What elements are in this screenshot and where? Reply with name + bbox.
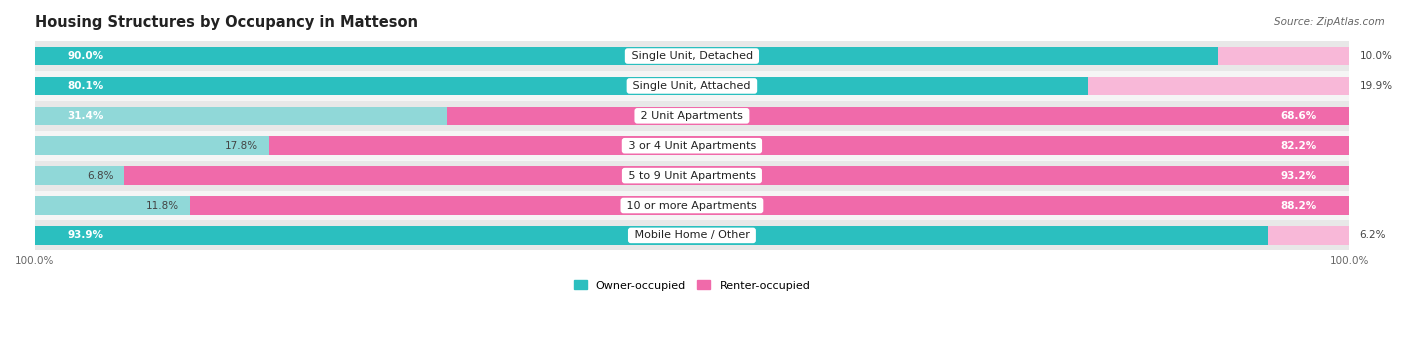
Text: Mobile Home / Other: Mobile Home / Other xyxy=(631,231,754,240)
Bar xyxy=(1088,77,1350,95)
Legend: Owner-occupied, Renter-occupied: Owner-occupied, Renter-occupied xyxy=(569,276,814,295)
Bar xyxy=(35,101,1350,131)
Bar xyxy=(1268,226,1350,244)
Text: 10 or more Apartments: 10 or more Apartments xyxy=(623,201,761,210)
Bar xyxy=(35,107,447,125)
Bar xyxy=(1218,47,1350,65)
Text: 80.1%: 80.1% xyxy=(67,81,104,91)
Bar xyxy=(35,131,1350,161)
Text: 90.0%: 90.0% xyxy=(67,51,104,61)
Bar xyxy=(35,136,269,155)
Text: 31.4%: 31.4% xyxy=(67,111,104,121)
Text: 93.9%: 93.9% xyxy=(67,231,104,240)
Bar xyxy=(35,226,1270,244)
Text: 11.8%: 11.8% xyxy=(146,201,180,210)
Bar xyxy=(35,47,1218,65)
Bar xyxy=(35,196,190,215)
Bar xyxy=(35,71,1350,101)
Text: 5 to 9 Unit Apartments: 5 to 9 Unit Apartments xyxy=(624,170,759,181)
Text: Source: ZipAtlas.com: Source: ZipAtlas.com xyxy=(1274,17,1385,27)
Text: 3 or 4 Unit Apartments: 3 or 4 Unit Apartments xyxy=(624,141,759,151)
Bar xyxy=(35,161,1350,191)
Text: 68.6%: 68.6% xyxy=(1279,111,1316,121)
Text: Single Unit, Attached: Single Unit, Attached xyxy=(630,81,755,91)
Bar xyxy=(35,191,1350,220)
Bar xyxy=(124,166,1350,185)
Text: 2 Unit Apartments: 2 Unit Apartments xyxy=(637,111,747,121)
Text: Single Unit, Detached: Single Unit, Detached xyxy=(627,51,756,61)
Text: 6.2%: 6.2% xyxy=(1360,231,1386,240)
Bar xyxy=(190,196,1350,215)
Text: 19.9%: 19.9% xyxy=(1360,81,1393,91)
Bar xyxy=(447,107,1350,125)
Text: 17.8%: 17.8% xyxy=(225,141,259,151)
Bar xyxy=(269,136,1350,155)
Text: 93.2%: 93.2% xyxy=(1281,170,1316,181)
Bar xyxy=(35,41,1350,71)
Bar xyxy=(35,77,1088,95)
Text: 82.2%: 82.2% xyxy=(1279,141,1316,151)
Bar xyxy=(35,220,1350,250)
Text: 6.8%: 6.8% xyxy=(87,170,114,181)
Text: 88.2%: 88.2% xyxy=(1279,201,1316,210)
Text: Housing Structures by Occupancy in Matteson: Housing Structures by Occupancy in Matte… xyxy=(35,15,418,30)
Bar xyxy=(35,166,124,185)
Text: 10.0%: 10.0% xyxy=(1360,51,1392,61)
